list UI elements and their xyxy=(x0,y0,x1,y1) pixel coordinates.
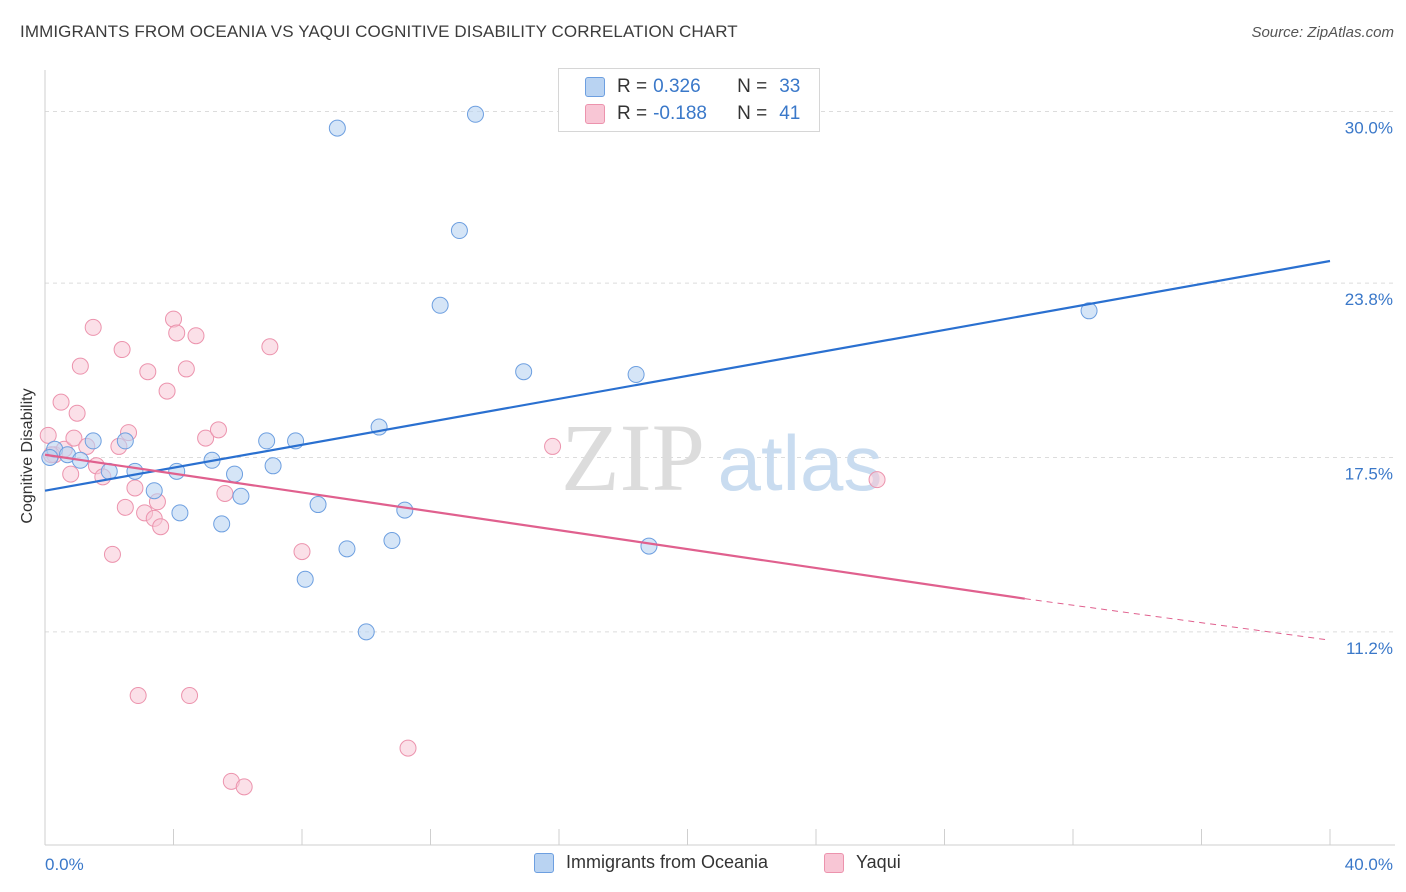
chart-title: IMMIGRANTS FROM OCEANIA VS YAQUI COGNITI… xyxy=(20,22,738,41)
legend-r-value: 0.326 xyxy=(653,76,701,97)
yaqui-point xyxy=(187,327,205,345)
oceania-point xyxy=(357,623,375,641)
legend-n-value: 33 xyxy=(779,76,801,97)
yaqui-point xyxy=(216,484,234,502)
oceania-point xyxy=(338,540,356,558)
yaqui-point xyxy=(129,687,147,705)
legend-row-series-1: R = 0.326 N = 33 xyxy=(585,74,800,100)
yaqui-trend-line xyxy=(44,453,1025,600)
bottom-legend-label: Immigrants from Oceania xyxy=(566,852,769,872)
stats-legend: R = 0.326 N = 33 R = -0.188 N = 41 xyxy=(558,68,820,132)
x-tick-labels: 0.0% 40.0% xyxy=(45,855,1393,874)
oceania-trend-line xyxy=(44,259,1331,492)
legend-n-label: N = xyxy=(737,76,768,97)
yaqui-point xyxy=(62,465,80,483)
yaqui-point xyxy=(235,778,253,796)
yaqui-point xyxy=(177,360,195,378)
x-tick-label: 0.0% xyxy=(45,855,84,874)
oceania-point xyxy=(213,515,231,533)
yaqui-point xyxy=(261,338,279,356)
yaqui-point xyxy=(84,318,102,336)
y-tick-label: 30.0% xyxy=(1345,119,1393,138)
oceania-point xyxy=(515,363,533,381)
watermark-zip: ZIP xyxy=(561,404,705,511)
yaqui-point xyxy=(139,363,157,381)
yaqui-point xyxy=(39,426,57,444)
oceania-point xyxy=(171,504,189,522)
oceania-point xyxy=(264,457,282,475)
yaqui-point xyxy=(116,498,134,516)
oceania-point xyxy=(232,487,250,505)
oceania-point xyxy=(396,501,414,519)
oceania-point xyxy=(116,432,134,450)
oceania-point xyxy=(145,482,163,500)
legend-n-label: N = xyxy=(737,103,768,124)
bottom-legend-series-1: Immigrants from Oceania xyxy=(534,852,768,873)
oceania-point xyxy=(466,105,484,123)
yaqui-point xyxy=(113,341,131,359)
trend-lines xyxy=(44,259,1331,641)
yaqui-point xyxy=(68,404,86,422)
bottom-legend-series-2: Yaqui xyxy=(824,852,901,873)
yaqui-point xyxy=(152,518,170,536)
x-tick-label: 40.0% xyxy=(1345,855,1393,874)
yaqui-point xyxy=(158,382,176,400)
oceania-point xyxy=(1080,302,1098,320)
legend-row-series-2: R = -0.188 N = 41 xyxy=(585,101,800,127)
legend-swatch-pink xyxy=(585,104,605,124)
oceania-point xyxy=(226,465,244,483)
oceania-point xyxy=(431,296,449,314)
watermark: ZIP atlas xyxy=(561,404,882,511)
oceania-point xyxy=(296,570,314,588)
source-credit: Source: ZipAtlas.com xyxy=(1251,24,1394,41)
yaqui-point xyxy=(103,545,121,563)
oceania-point xyxy=(84,432,102,450)
bottom-legend-label: Yaqui xyxy=(856,852,901,872)
yaqui-point xyxy=(209,421,227,439)
oceania-point xyxy=(309,496,327,514)
oceania-point xyxy=(450,222,468,240)
legend-n-value: 41 xyxy=(779,103,801,124)
yaqui-point xyxy=(293,543,311,561)
y-tick-label: 23.8% xyxy=(1345,290,1393,309)
y-tick-labels: 11.2% 17.5% 23.8% 30.0% xyxy=(1345,119,1393,658)
watermark-atlas: atlas xyxy=(718,419,883,507)
yaqui-point xyxy=(544,437,562,455)
legend-r-label: R = xyxy=(617,76,648,97)
series-2-points xyxy=(39,310,886,796)
y-tick-label: 11.2% xyxy=(1346,639,1393,658)
y-tick-label: 17.5% xyxy=(1345,465,1393,484)
bottom-legend-swatch-pink xyxy=(824,852,844,873)
oceania-point xyxy=(328,119,346,137)
yaqui-point xyxy=(181,687,199,705)
legend-r-value: -0.188 xyxy=(653,103,707,124)
legend-r-label: R = xyxy=(617,103,648,124)
oceania-point xyxy=(258,432,276,450)
yaqui-trend-extension xyxy=(1024,598,1331,641)
oceania-point xyxy=(627,365,645,383)
yaqui-point xyxy=(197,429,215,447)
yaqui-point xyxy=(52,393,70,411)
oceania-point xyxy=(640,537,658,555)
oceania-point xyxy=(126,462,144,480)
series-1-points xyxy=(41,105,1098,641)
yaqui-point xyxy=(65,429,83,447)
yaqui-point xyxy=(868,471,886,489)
yaqui-point xyxy=(399,739,417,757)
legend-swatch-blue xyxy=(585,77,605,97)
oceania-point xyxy=(383,532,401,550)
yaqui-point xyxy=(168,324,186,342)
yaqui-point xyxy=(126,479,144,497)
oceania-point xyxy=(41,449,59,466)
yaqui-point xyxy=(165,310,182,328)
yaqui-point xyxy=(71,357,89,375)
bottom-legend-swatch-blue xyxy=(534,852,554,873)
